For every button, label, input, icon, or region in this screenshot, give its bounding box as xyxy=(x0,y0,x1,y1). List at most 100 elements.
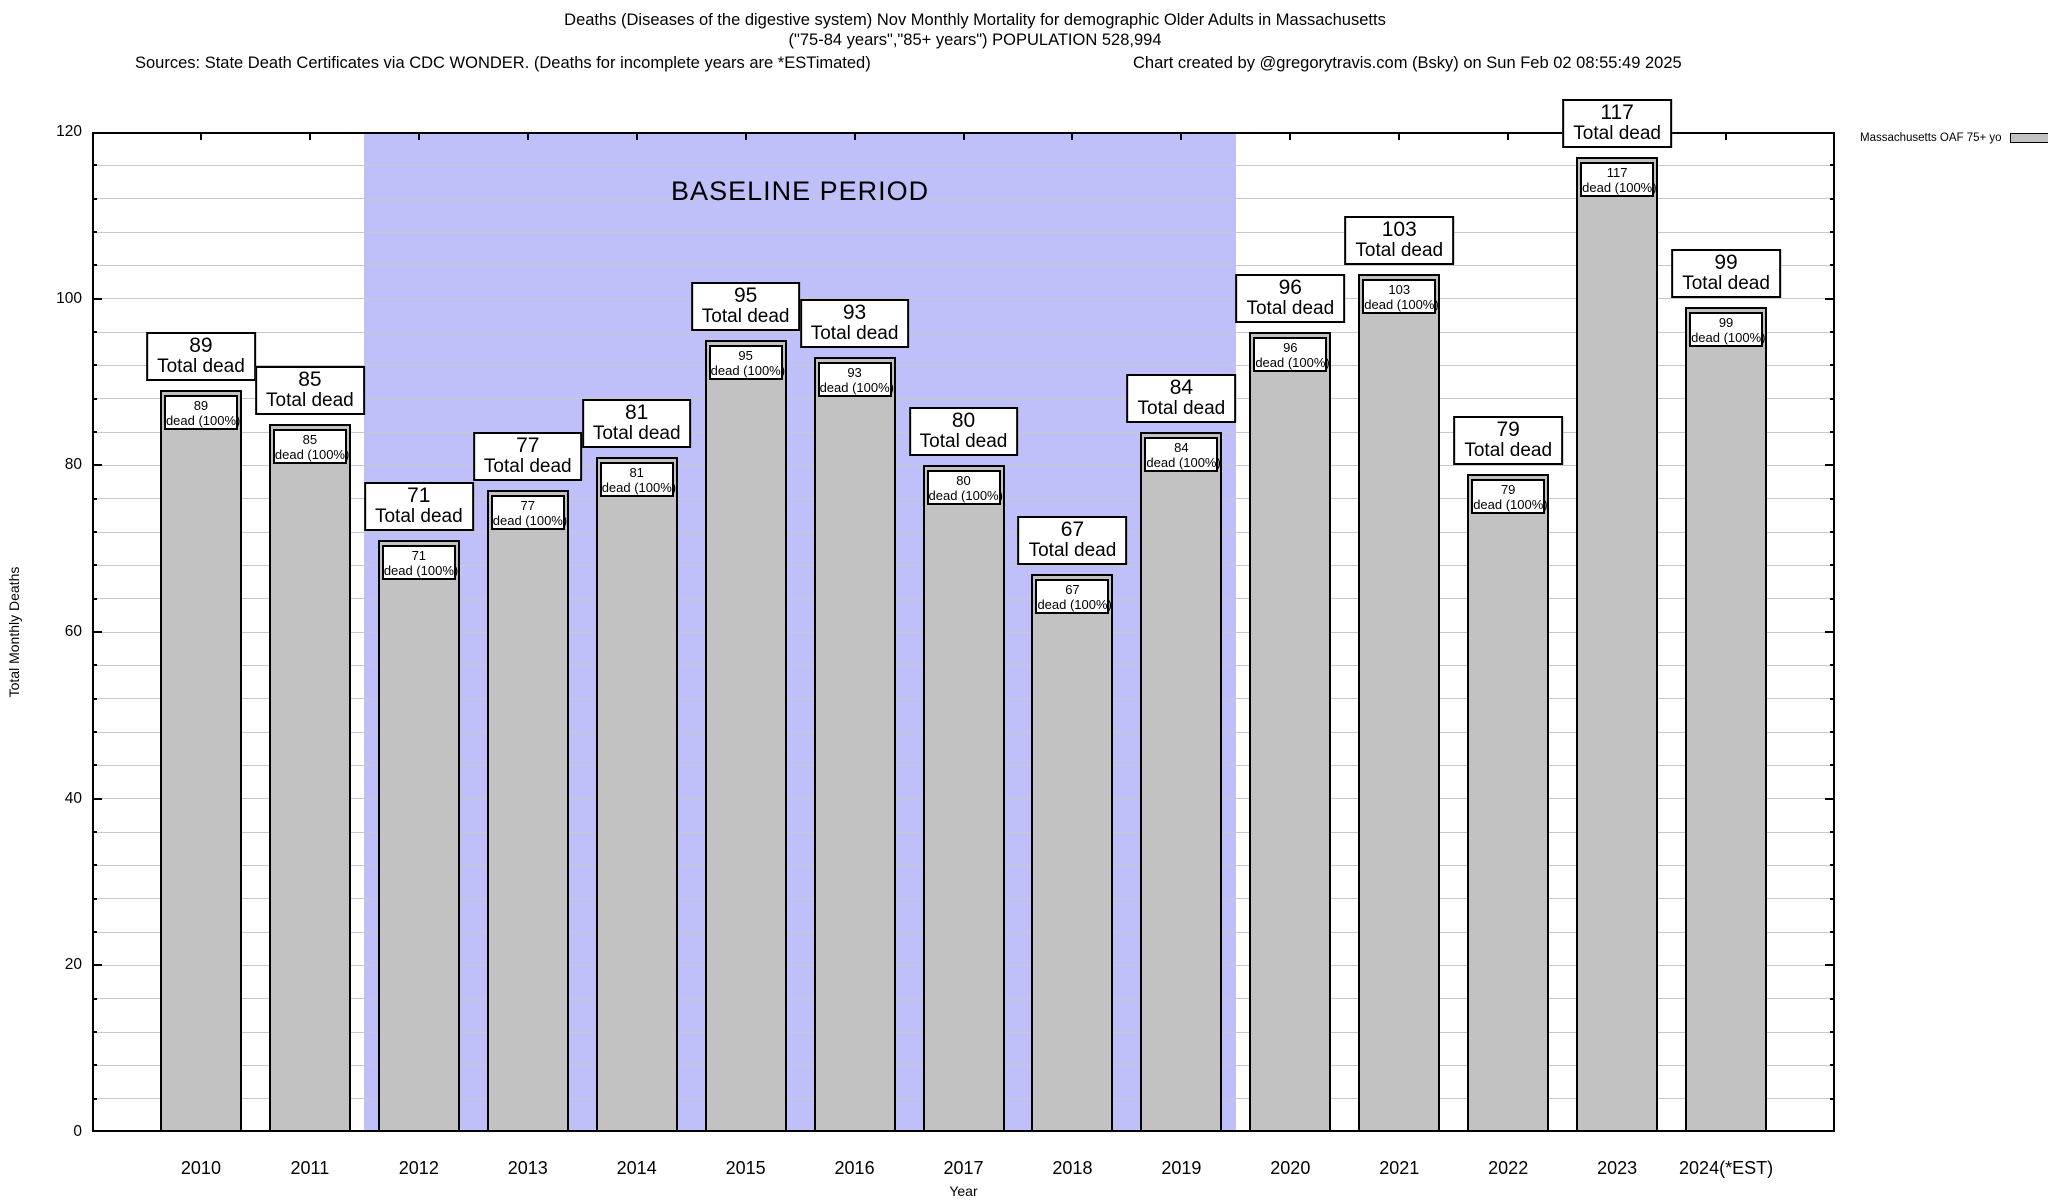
y-axis-tick-label: 0 xyxy=(73,1123,82,1140)
bar-total-suffix: Total dead xyxy=(701,306,790,328)
x-axis-tick-label-2019: 2019 xyxy=(1161,1158,1202,1178)
gridline-y92 xyxy=(92,364,1835,366)
bar-inner-suffix: dead (100%) xyxy=(601,480,677,495)
ytick-left-y20 xyxy=(92,964,102,967)
ytick-left-y84 xyxy=(92,431,97,433)
xtick-top-2019 xyxy=(1180,132,1183,140)
bar-inner-value: 95 xyxy=(738,348,753,364)
ytick-right-y92 xyxy=(1830,364,1835,367)
ytick-right-y84 xyxy=(1830,431,1835,433)
xtick-top-2018 xyxy=(1071,132,1074,140)
bar-inner-value: 93 xyxy=(847,365,862,380)
ytick-right-y116 xyxy=(1830,164,1835,167)
bar-total-value: 77 xyxy=(516,434,540,458)
ytick-right-y96 xyxy=(1830,331,1835,333)
bar-inner-label-2020: 96 dead (100%) xyxy=(1253,337,1330,372)
bar-inner-label-2015: 95 dead (100%) xyxy=(708,345,785,381)
x-axis-tick-label-2010: 2010 xyxy=(180,1158,221,1178)
gridline-y100 xyxy=(92,298,1835,300)
bar-inner-value: 96 xyxy=(1283,340,1298,355)
bar-total-value: 96 xyxy=(1278,276,1302,299)
x-axis-tick-label-2015: 2015 xyxy=(725,1158,766,1178)
x-axis-tick-label-2017: 2017 xyxy=(943,1158,984,1178)
bar-inner-label-2013: 77 dead (100%) xyxy=(490,495,568,531)
ytick-right-y68 xyxy=(1830,564,1835,567)
bar-total-label-2023: 117 Total dead xyxy=(1562,99,1672,148)
bar-inner-label-2018: 67 dead (100%) xyxy=(1035,578,1112,614)
bar-inner-label-2011: 85 dead (100%) xyxy=(272,428,350,464)
ytick-left-y88 xyxy=(92,397,97,400)
bar-inner-label-2021: 103 dead (100%) xyxy=(1362,278,1439,314)
x-axis-tick-label-2022: 2022 xyxy=(1488,1158,1529,1178)
bar-inner-value: 80 xyxy=(956,473,971,489)
bar-2022 xyxy=(1467,473,1550,1132)
bar-inner-suffix: dead (100%) xyxy=(1473,496,1548,512)
legend-bar-swatch xyxy=(2009,133,2048,143)
bar-total-suffix: Total dead xyxy=(592,423,681,444)
bar-2017 xyxy=(922,465,1005,1132)
xtick-top-2011 xyxy=(308,132,311,140)
bar-total-value: 89 xyxy=(189,334,213,358)
y-axis-tick-label: 20 xyxy=(64,956,82,974)
ytick-left-y96 xyxy=(92,331,97,333)
bar-total-value: 79 xyxy=(1496,417,1520,441)
xtick-top-2016 xyxy=(853,132,856,140)
bar-2013 xyxy=(486,490,569,1132)
ytick-right-y100 xyxy=(1825,297,1835,300)
bar-total-value: 67 xyxy=(1060,517,1085,541)
bar-inner-value: 85 xyxy=(302,431,318,447)
ytick-left-y80 xyxy=(92,464,102,467)
bar-2012 xyxy=(377,540,460,1132)
ytick-right-y108 xyxy=(1830,231,1835,233)
x-axis-tick-label-2023: 2023 xyxy=(1597,1158,1638,1178)
bar-total-label-2021: 103 Total dead xyxy=(1344,215,1455,265)
x-axis-tick-label-2014: 2014 xyxy=(616,1158,657,1178)
ytick-right-y72 xyxy=(1830,531,1835,533)
ytick-right-y88 xyxy=(1830,397,1835,400)
plot-area: BASELINE PERIOD 89 dead (100%) 89 Total dead… xyxy=(92,99,1835,1132)
sources-note: Sources: State Death Certificates via CD… xyxy=(135,54,871,72)
ytick-right-y12 xyxy=(1830,1031,1835,1033)
ytick-left-y52 xyxy=(92,697,97,700)
gridline-y88 xyxy=(92,398,1835,400)
bar-total-suffix: Total dead xyxy=(266,389,354,411)
ytick-right-y104 xyxy=(1830,264,1835,267)
chart-title-line2: ("75-84 years","85+ years") POPULATION 5… xyxy=(788,31,1162,49)
bar-inner-suffix: dead (100%) xyxy=(492,513,568,529)
bar-total-value: 84 xyxy=(1169,376,1194,399)
ytick-left-y28 xyxy=(92,897,97,900)
bar-total-label-2014: 81 Total dead xyxy=(581,399,692,448)
bar-total-value: 71 xyxy=(407,484,431,508)
xtick-top-2015 xyxy=(744,132,747,140)
bar-2018 xyxy=(1031,573,1114,1132)
bar-inner-label-2019: 84 dead (100%) xyxy=(1144,437,1221,472)
bar-total-suffix: Total dead xyxy=(1137,398,1226,419)
ytick-right-y20 xyxy=(1825,964,1835,967)
bar-inner-label-2012: 71 dead (100%) xyxy=(381,545,458,581)
bar-inner-suffix: dead (100%) xyxy=(274,446,350,462)
x-axis-tick-label-2012: 2012 xyxy=(398,1158,439,1178)
bar-inner-value: 79 xyxy=(1500,481,1516,497)
ytick-left-y64 xyxy=(92,597,97,600)
ytick-right-y28 xyxy=(1830,897,1835,900)
bar-inner-label-2017: 80 dead (100%) xyxy=(926,470,1003,506)
xtick-top-2022 xyxy=(1507,132,1510,140)
bar-total-suffix: Total dead xyxy=(1028,539,1117,561)
bar-2010 xyxy=(159,390,242,1132)
bar-inner-value: 84 xyxy=(1174,440,1189,455)
bar-2023 xyxy=(1576,157,1659,1132)
ytick-left-y104 xyxy=(92,264,97,267)
bar-total-label-2016: 93 Total dead xyxy=(799,299,910,348)
bar-inner-value: 99 xyxy=(1718,315,1734,330)
ytick-right-y80 xyxy=(1825,464,1835,467)
bar-total-suffix: Total dead xyxy=(1464,439,1553,461)
ytick-left-y68 xyxy=(92,564,97,567)
ytick-right-y76 xyxy=(1830,497,1835,500)
ytick-left-y12 xyxy=(92,1031,97,1033)
ytick-right-y8 xyxy=(1830,1064,1835,1067)
ytick-right-y60 xyxy=(1825,631,1835,633)
bar-inner-label-2014: 81 dead (100%) xyxy=(599,462,677,497)
bar-total-label-2024(*EST): 99 Total dead xyxy=(1671,249,1781,298)
y-axis-tick-label: 40 xyxy=(64,789,82,807)
bar-total-value: 80 xyxy=(951,409,976,433)
